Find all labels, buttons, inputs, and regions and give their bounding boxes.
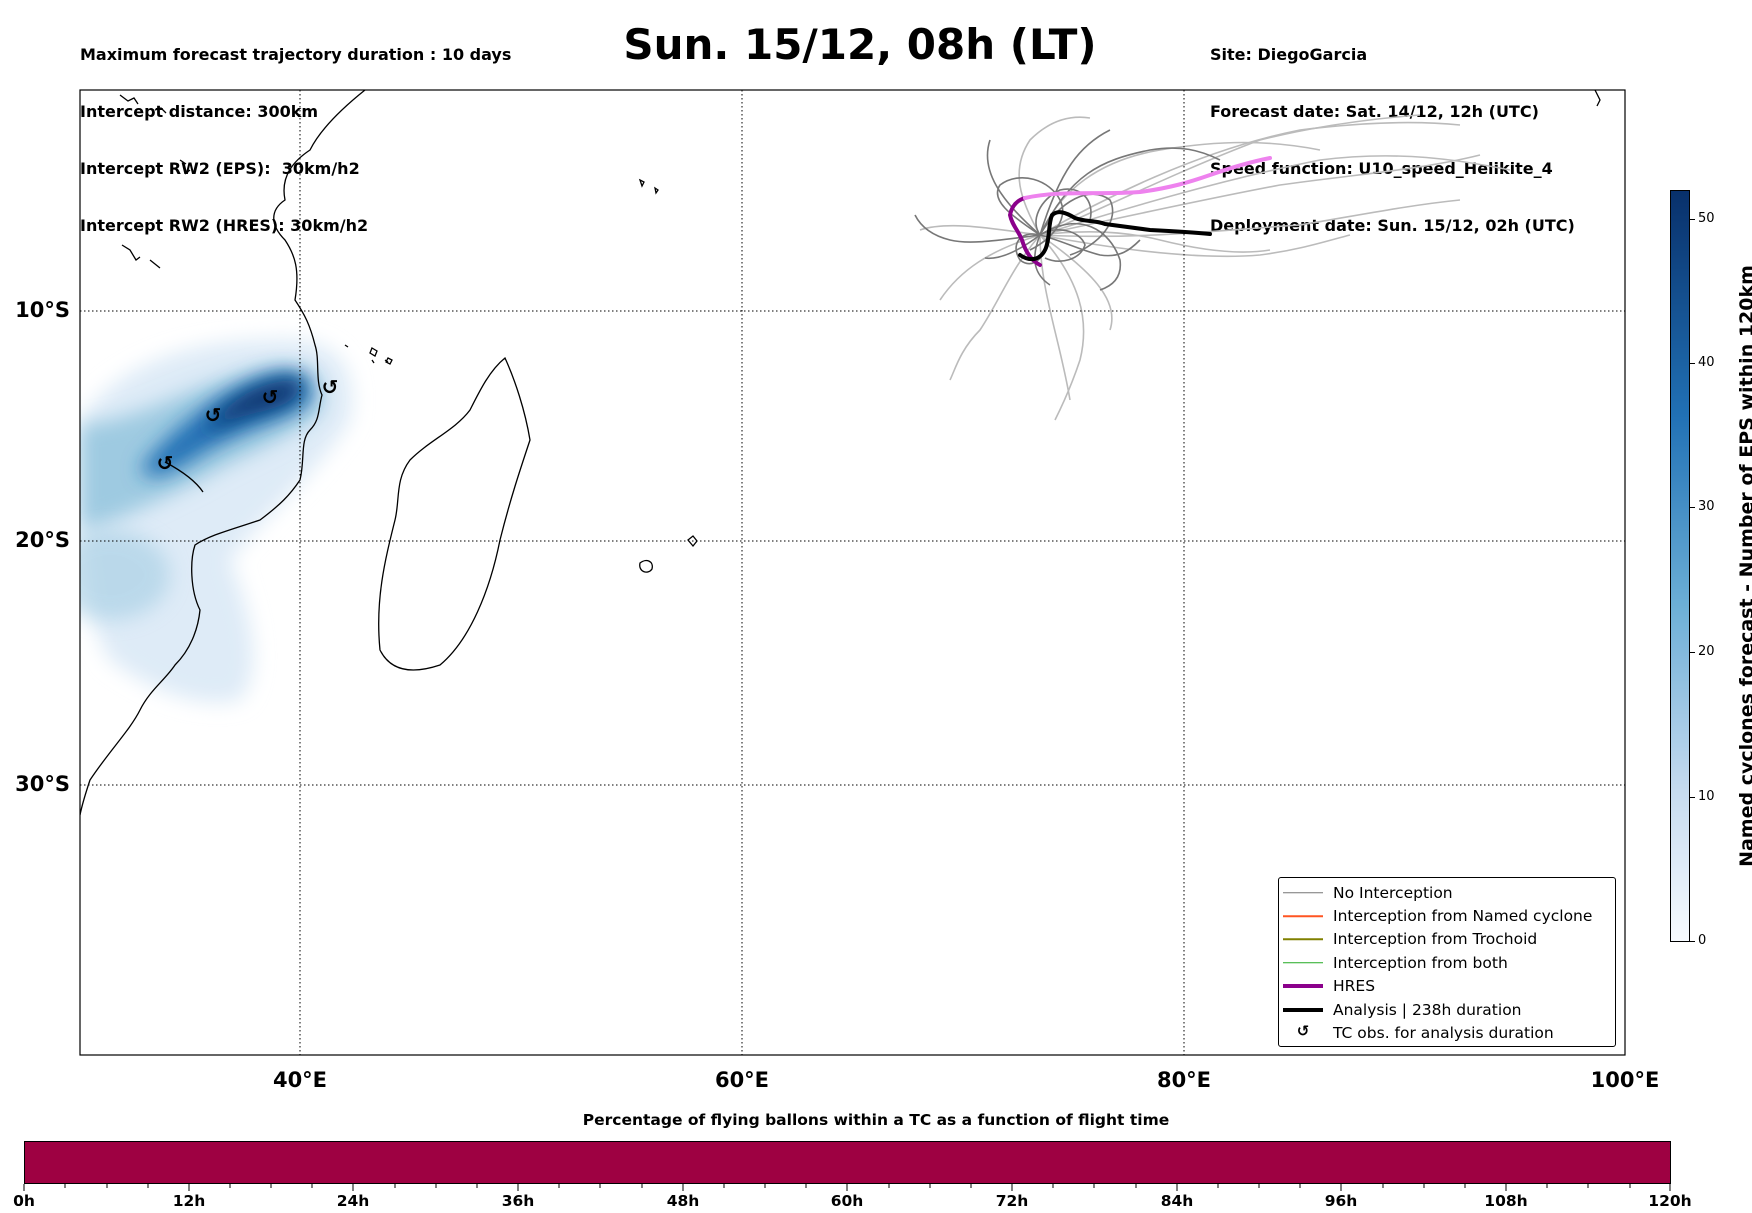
colorbar-tick xyxy=(1690,797,1695,798)
tc-obs-icon: ↺ xyxy=(322,375,339,399)
colorbar-tick xyxy=(1690,507,1695,508)
header-line-duration: Maximum forecast trajectory duration : 1… xyxy=(80,45,512,64)
legend-label: Interception from Named cyclone xyxy=(1333,907,1593,926)
lon-label-100e: 100°E xyxy=(1590,1068,1660,1092)
eps-trajectories-no-interception xyxy=(914,129,1221,291)
flight-time-tick-label: 108h xyxy=(1484,1192,1528,1210)
header-line-rw2-hres: Intercept RW2 (HRES): 30km/h2 xyxy=(80,216,369,235)
analysis-trajectory xyxy=(1018,210,1212,262)
africa-coastline xyxy=(80,90,366,816)
colorbar-tick xyxy=(1690,219,1695,220)
legend-label: Interception from both xyxy=(1333,953,1508,972)
legend-item-trochoid: Interception from Trochoid xyxy=(1279,928,1615,951)
colorbar-tick-label: 40 xyxy=(1698,355,1715,370)
colorbar-tick xyxy=(1690,363,1695,364)
tc-analysis-track xyxy=(164,461,204,493)
arabian-tip xyxy=(1594,90,1601,107)
flight-time-tick-label: 120h xyxy=(1648,1192,1692,1210)
mozambique-channel-islets xyxy=(344,344,389,364)
density-core xyxy=(205,379,301,430)
tc-observations: ↺ ↺ ↺ ↺ xyxy=(157,375,339,475)
eps-colorbar xyxy=(1670,190,1690,942)
colorbar-tick-label: 20 xyxy=(1698,644,1715,659)
map-frame xyxy=(79,89,1626,1056)
legend-line-icon xyxy=(1283,891,1323,894)
flight-time-tick-label: 84h xyxy=(1160,1192,1194,1210)
chagos xyxy=(1630,100,1637,123)
page-title: Sun. 15/12, 08h (LT) xyxy=(623,20,1097,69)
eps-trajectories-light xyxy=(919,114,1511,421)
colorbar-tick-label: 10 xyxy=(1698,789,1715,804)
horn-islands xyxy=(119,94,191,269)
header-line-speed-function: Speed function: U10_speed_Helikite_4 xyxy=(1210,159,1553,178)
lon-label-80e: 80°E xyxy=(1156,1068,1212,1092)
hres-late-segment xyxy=(1023,156,1272,200)
header-left-info: Maximum forecast trajectory duration : 1… xyxy=(80,7,511,254)
legend-item-tc-obs: ↺ TC obs. for analysis duration xyxy=(1279,1021,1615,1044)
reunion-island xyxy=(639,559,653,573)
tc-obs-icon: ↺ xyxy=(205,403,222,427)
legend-line-icon xyxy=(1283,938,1323,941)
map-legend: No Interception Interception from Named … xyxy=(1278,877,1616,1047)
legend-item-both: Interception from both xyxy=(1279,951,1615,974)
gridlines xyxy=(80,90,1625,1055)
legend-label: Interception from Trochoid xyxy=(1333,930,1538,949)
flight-time-tick-label: 60h xyxy=(830,1192,864,1210)
lon-label-60e: 60°E xyxy=(714,1068,770,1092)
tc-obs-icon: ↺ xyxy=(157,451,174,475)
colorbar-tick-label: 50 xyxy=(1698,211,1715,226)
header-line-rw2-eps: Intercept RW2 (EPS): 30km/h2 xyxy=(80,159,360,178)
density-southwest xyxy=(80,530,170,620)
flight-time-ticks xyxy=(23,1184,1671,1191)
legend-label: No Interception xyxy=(1333,883,1453,902)
flight-time-tick-label: 24h xyxy=(336,1192,370,1210)
colorbar-tick-label: 0 xyxy=(1698,933,1707,948)
legend-label: HRES xyxy=(1333,977,1376,996)
colorbar-tick-label: 30 xyxy=(1698,499,1715,514)
legend-line-icon xyxy=(1283,915,1323,917)
legend-label: Analysis | 238h duration xyxy=(1333,1000,1522,1019)
header-line-site: Site: DiegoGarcia xyxy=(1210,45,1368,64)
legend-line-icon xyxy=(1283,962,1323,964)
bottom-colorbar-title: Percentage of flying ballons within a TC… xyxy=(582,1111,1170,1129)
flight-time-tick-label: 0h xyxy=(13,1192,35,1210)
header-line-distance: Intercept distance: 300km xyxy=(80,102,319,121)
flight-time-tick-label: 36h xyxy=(501,1192,535,1210)
flight-time-tick-label: 96h xyxy=(1324,1192,1358,1210)
colorbar-tick xyxy=(1690,652,1695,653)
hres-trajectory xyxy=(1007,156,1272,267)
lat-label-30s: 30°S xyxy=(15,772,70,796)
tc-obs-icon: ↺ xyxy=(262,385,279,409)
flight-time-tick-label: 48h xyxy=(666,1192,700,1210)
colorbar-label: Named cyclones forecast - Number of EPS … xyxy=(1736,265,1752,867)
madagascar-coastline xyxy=(378,356,531,671)
lon-label-40e: 40°E xyxy=(272,1068,328,1092)
hres-early-segment xyxy=(1007,196,1042,267)
seychelles xyxy=(638,178,659,195)
tc-symbol-icon: ↺ xyxy=(1296,1022,1310,1041)
lat-label-10s: 10°S xyxy=(15,298,70,322)
flight-time-tick-label: 72h xyxy=(995,1192,1029,1210)
legend-item-no-interception: No Interception xyxy=(1279,881,1615,904)
legend-item-analysis: Analysis | 238h duration xyxy=(1279,998,1615,1021)
flight-time-colorbar xyxy=(24,1141,1671,1184)
header-line-forecast-date: Forecast date: Sat. 14/12, 12h (UTC) xyxy=(1210,102,1539,121)
coastlines xyxy=(80,90,1637,816)
flight-time-tick-label: 12h xyxy=(172,1192,206,1210)
legend-label: TC obs. for analysis duration xyxy=(1333,1024,1554,1043)
legend-item-hres: HRES xyxy=(1279,975,1615,998)
legend-line-icon xyxy=(1283,984,1323,989)
legend-item-named-cyclone: Interception from Named cyclone xyxy=(1279,904,1615,927)
lat-label-20s: 20°S xyxy=(15,528,70,552)
colorbar-tick xyxy=(1690,941,1695,942)
eps-density-shading xyxy=(80,339,352,703)
legend-line-icon xyxy=(1283,1007,1323,1012)
